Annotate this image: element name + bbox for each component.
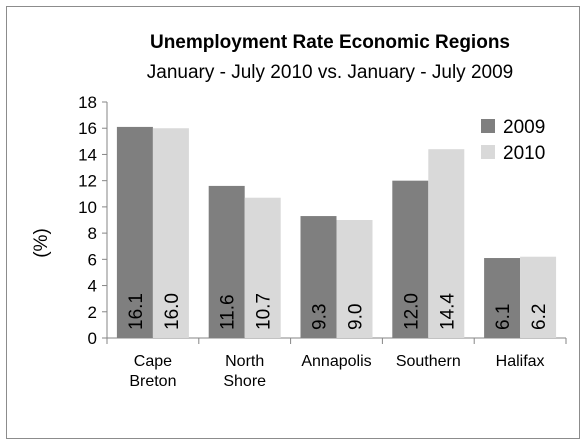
bar-2009 (392, 180, 429, 338)
chart-frame (6, 6, 580, 439)
y-tick-label: 14 (78, 145, 97, 164)
y-tick-label: 8 (88, 224, 97, 243)
bar-2009 (300, 216, 337, 338)
bar-2010 (520, 256, 557, 338)
bar-value-label: 16.0 (162, 293, 183, 330)
plot-area: 0 2 4 6 8 10 12 14 16 18 16.1 16.0 Cape Breton 11.6 10.… (78, 93, 567, 390)
bar-2010 (428, 149, 465, 338)
y-tick-label: 4 (88, 277, 97, 296)
y-tick-label: 0 (88, 329, 97, 348)
y-tick-label: 10 (78, 198, 97, 217)
bar-2009 (116, 126, 153, 339)
bar-2010 (244, 197, 281, 338)
bar-value-label: 14.4 (437, 293, 458, 330)
bar-value-label: 12.0 (401, 293, 422, 330)
legend-swatch (481, 119, 495, 133)
x-tick-label: Southern (396, 353, 461, 370)
y-axis-label: (%) (31, 228, 52, 258)
y-tick-label: 6 (88, 250, 97, 269)
y-tick-label: 2 (88, 303, 97, 322)
legend-label: 2009 (503, 117, 545, 138)
bar-2009 (484, 258, 521, 338)
bar-value-label: 6.2 (529, 304, 550, 330)
x-tick-label: Breton (129, 373, 176, 390)
bar-value-label: 6.1 (493, 304, 514, 330)
bar-value-label: 11.6 (218, 294, 239, 330)
bar-value-label: 10.7 (254, 293, 275, 330)
x-tick-label: Cape (134, 353, 172, 370)
x-tick-label: Annapolis (301, 353, 371, 370)
legend-label: 2010 (503, 143, 545, 164)
bar-2010 (336, 220, 373, 338)
chart-title: Unemployment Rate Economic Regions (150, 32, 510, 53)
legend-swatch (481, 145, 495, 159)
y-tick-label: 16 (78, 119, 97, 138)
bar-2010 (152, 128, 189, 338)
bar-2009 (208, 185, 245, 338)
bar-value-label: 9.3 (310, 304, 331, 330)
x-tick-label: North (225, 353, 264, 370)
chart-subtitle: January - July 2010 vs. January - July 2… (147, 62, 513, 83)
bar-value-label: 16.1 (126, 293, 147, 330)
y-tick-label: 12 (78, 172, 97, 191)
x-tick-label: Halifax (496, 353, 545, 370)
bar-value-label: 9.0 (346, 304, 367, 330)
x-tick-label: Shore (223, 373, 266, 390)
y-tick-label: 18 (78, 93, 97, 112)
